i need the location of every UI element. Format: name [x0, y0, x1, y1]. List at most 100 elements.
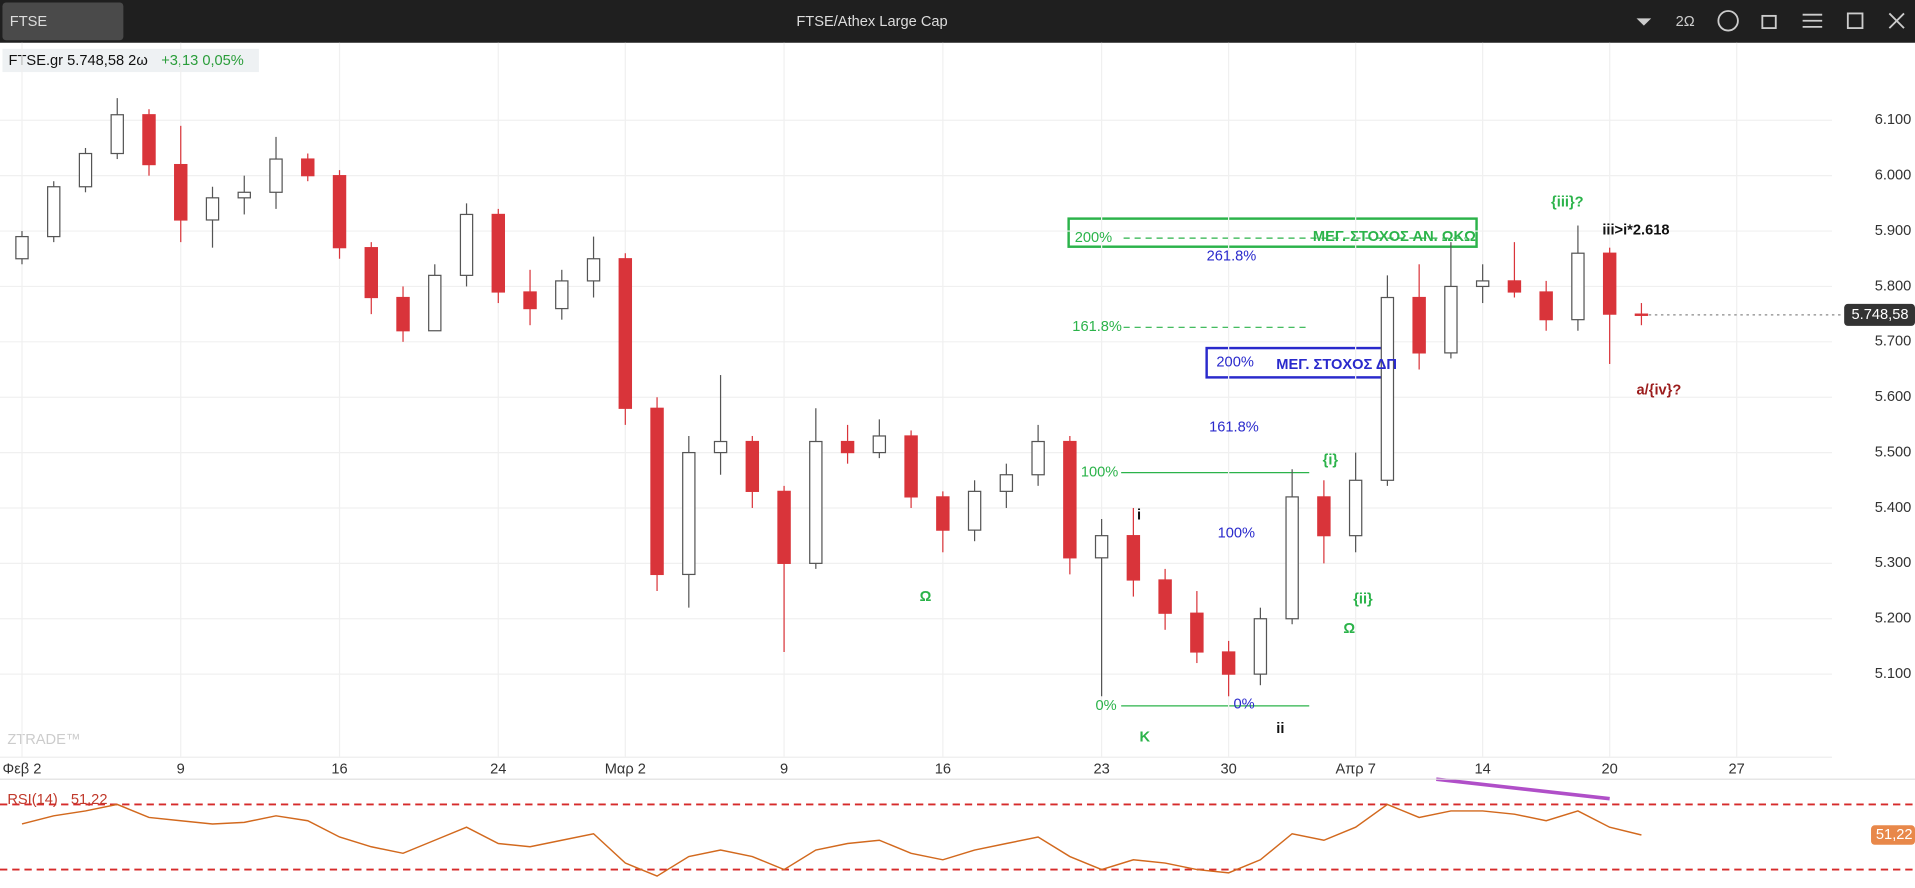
close-icon[interactable] [1888, 12, 1905, 29]
candle-body [142, 114, 156, 166]
interval[interactable]: 2Ω [1676, 14, 1695, 30]
annotation: 161.8% [1072, 319, 1122, 335]
candle-body [459, 213, 474, 276]
restore-icon[interactable] [1846, 12, 1864, 30]
candle-body [428, 274, 442, 332]
candle-body [936, 496, 950, 531]
candle-body [586, 258, 601, 282]
top-bar [0, 0, 1915, 43]
divergence-line [1436, 777, 1610, 801]
candle-body [1507, 280, 1522, 293]
y-tick-label: 5.200 [1875, 611, 1912, 627]
x-tick-label: 27 [1729, 761, 1745, 777]
candle-body [872, 435, 887, 454]
symbol-box[interactable] [2, 2, 124, 41]
y-tick-label: 5.800 [1875, 278, 1912, 294]
info-box [2, 48, 259, 73]
annotation: 161.8% [1209, 419, 1259, 435]
candle-body [332, 175, 347, 249]
candle-body [1380, 296, 1395, 481]
candle-body [15, 235, 29, 260]
chart-title: FTSE/Athex Large Cap [796, 14, 947, 30]
x-tick-label: Απρ 7 [1335, 761, 1375, 777]
y-tick-label: 6.000 [1875, 168, 1912, 184]
x-tick-label: 24 [490, 761, 506, 777]
y-tick-label: 6.100 [1875, 112, 1912, 128]
candle-body [110, 114, 124, 155]
annotation: Ω [1343, 621, 1355, 637]
x-tick-label: 9 [177, 761, 185, 777]
annotation: {i} [1323, 452, 1339, 468]
candle-body [1190, 612, 1204, 653]
candle-body [301, 158, 315, 177]
candle-body [1475, 280, 1490, 288]
candle-body [364, 247, 378, 299]
candle-body [840, 440, 855, 454]
change: +3,13 0,05% [161, 53, 244, 69]
y-tick-label: 5.100 [1875, 666, 1912, 682]
y-tick-label: 5.600 [1875, 389, 1912, 405]
annotation: Ω [920, 589, 932, 605]
candle-body [809, 440, 823, 564]
annotation: {ii} [1353, 592, 1373, 608]
x-tick-label: 16 [935, 761, 951, 777]
candle-body [1412, 296, 1426, 354]
last-price-box [1844, 303, 1915, 326]
x-tick-label: 20 [1602, 761, 1618, 777]
menu-icon[interactable] [1802, 13, 1823, 28]
annotation: 0% [1096, 698, 1117, 714]
candle-body [523, 291, 537, 310]
last-price-label: 5.748,58 [1851, 307, 1908, 323]
annotation: 261.8% [1207, 248, 1257, 264]
symbol: FTSE [10, 14, 48, 30]
rsi-name: RSI(14) [7, 792, 57, 808]
rsi-value-box [1871, 825, 1915, 845]
rsi-value: 51,22 [71, 792, 108, 808]
annotation: iii>i*2.618 [1602, 223, 1669, 239]
candle-body [205, 197, 220, 221]
x-tick-label: 23 [1093, 761, 1109, 777]
rsi-line [21, 803, 1642, 877]
candle-body [555, 280, 569, 310]
candle-body [396, 296, 410, 332]
fib-lines-dashed [1123, 237, 1466, 328]
x-tick-label: 14 [1475, 761, 1491, 777]
candle-body [1571, 252, 1585, 321]
x-tick-label: 16 [331, 761, 347, 777]
info: FTSE.gr 5.748,58 2ω [9, 53, 148, 69]
y-tick-label: 5.300 [1875, 555, 1912, 571]
annotation: a/{iv}? [1637, 383, 1682, 399]
x-tick-label: Φεβ 2 [3, 761, 42, 777]
annotation: 200% [1216, 355, 1253, 371]
candle-body [1221, 651, 1236, 675]
annotation: 200% [1075, 230, 1112, 246]
candle-body [1539, 291, 1553, 321]
x-tick-label: 30 [1220, 761, 1236, 777]
candle-body [999, 474, 1014, 492]
annotation: 100% [1218, 526, 1255, 542]
candle-body [491, 213, 506, 293]
candle-body [1285, 496, 1299, 620]
target-box-green [1067, 217, 1478, 248]
annotation: ii [1276, 721, 1284, 737]
fib-lines [1121, 472, 1310, 707]
lock-icon[interactable] [1761, 14, 1777, 30]
candle-body [618, 258, 633, 409]
candle-body [650, 407, 664, 576]
candle-body [47, 186, 61, 238]
candle-body [1444, 285, 1458, 354]
candle-body [78, 152, 93, 188]
candle-body [1158, 579, 1172, 614]
candle-body [1253, 618, 1268, 675]
comment-icon[interactable] [1717, 10, 1739, 32]
candle-body [174, 163, 188, 221]
y-tick-label: 5.900 [1875, 223, 1912, 239]
candle-body [1126, 535, 1141, 581]
annotation: 0% [1234, 697, 1255, 713]
candle-body [269, 158, 283, 193]
candle-body [1063, 440, 1077, 559]
annotation: ΜΕΓ. ΣΤΟΧΟΣ ΔΠ [1276, 357, 1397, 373]
dropdown-icon[interactable] [1636, 18, 1652, 26]
candle-body [1634, 313, 1649, 316]
